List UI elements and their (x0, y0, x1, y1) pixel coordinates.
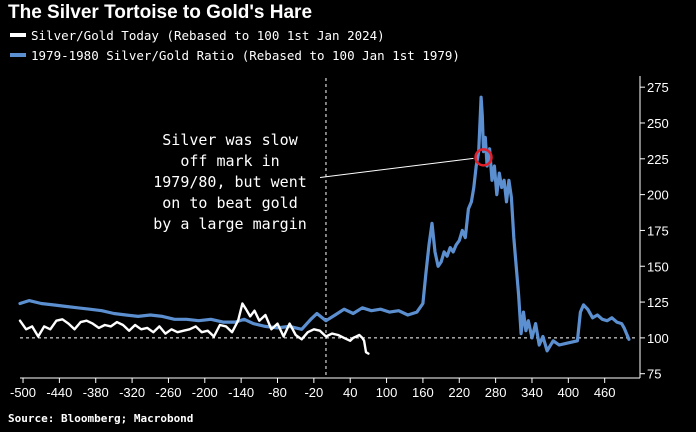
annotation-pointer-line (299, 157, 474, 181)
y-tick-label: 250 (647, 116, 669, 131)
y-tick-label: 75 (647, 367, 661, 382)
x-tick-label: -500 (10, 385, 36, 400)
x-tick-label: -440 (46, 385, 72, 400)
x-tick-label: -140 (228, 385, 254, 400)
y-tick-label: 175 (647, 223, 669, 238)
x-tick-label: 460 (594, 385, 616, 400)
legend-item-silver-gold-today: Silver/Gold Today (Rebased to 100 1st Ja… (10, 26, 385, 44)
x-tick-label: 100 (376, 385, 398, 400)
annotation-line: off mark in (180, 152, 280, 170)
annotation-text: Silver was slow off mark in 1979/80, but… (140, 128, 320, 237)
annotation-line: 1979/80, but went (153, 173, 307, 191)
series-line-silver-gold-today (18, 302, 370, 355)
x-tick-label: 400 (557, 385, 579, 400)
y-tick-label: 100 (647, 331, 669, 346)
y-tick-label: 200 (647, 188, 669, 203)
x-tick-label: -20 (304, 385, 323, 400)
x-tick-label: -380 (83, 385, 109, 400)
annotation-line: Silver was slow (162, 131, 298, 149)
x-tick-label: 160 (412, 385, 434, 400)
legend-swatch-white (10, 33, 26, 37)
x-tick-label: 220 (448, 385, 470, 400)
chart-title: The Silver Tortoise to Gold's Hare (8, 2, 313, 23)
legend-swatch-blue (10, 53, 26, 57)
series-line-1979-1980-ratio (18, 95, 631, 353)
legend-label-1979-1980-ratio: 1979-1980 Silver/Gold Ratio (Rebased to … (31, 47, 460, 63)
x-tick-label: -200 (192, 385, 218, 400)
y-tick-label: 125 (647, 295, 669, 310)
annotation-line: on to beat gold (162, 194, 298, 212)
x-tick-label: -80 (268, 385, 287, 400)
annotation-highlight-circle (474, 148, 493, 167)
source-note: Source: Bloomberg; Macrobond (8, 412, 194, 425)
annotation-line: by a large margin (153, 215, 307, 233)
x-tick-label: -320 (119, 385, 145, 400)
x-tick-label: 340 (521, 385, 543, 400)
y-tick-label: 275 (647, 80, 669, 95)
y-tick-label: 150 (647, 259, 669, 274)
legend-label-silver-gold-today: Silver/Gold Today (Rebased to 100 1st Ja… (31, 27, 385, 43)
y-tick-label: 225 (647, 152, 669, 167)
x-tick-label: 280 (485, 385, 507, 400)
x-tick-label: 40 (343, 385, 357, 400)
x-tick-label: -260 (155, 385, 181, 400)
legend-item-1979-1980-ratio: 1979-1980 Silver/Gold Ratio (Rebased to … (10, 46, 460, 64)
